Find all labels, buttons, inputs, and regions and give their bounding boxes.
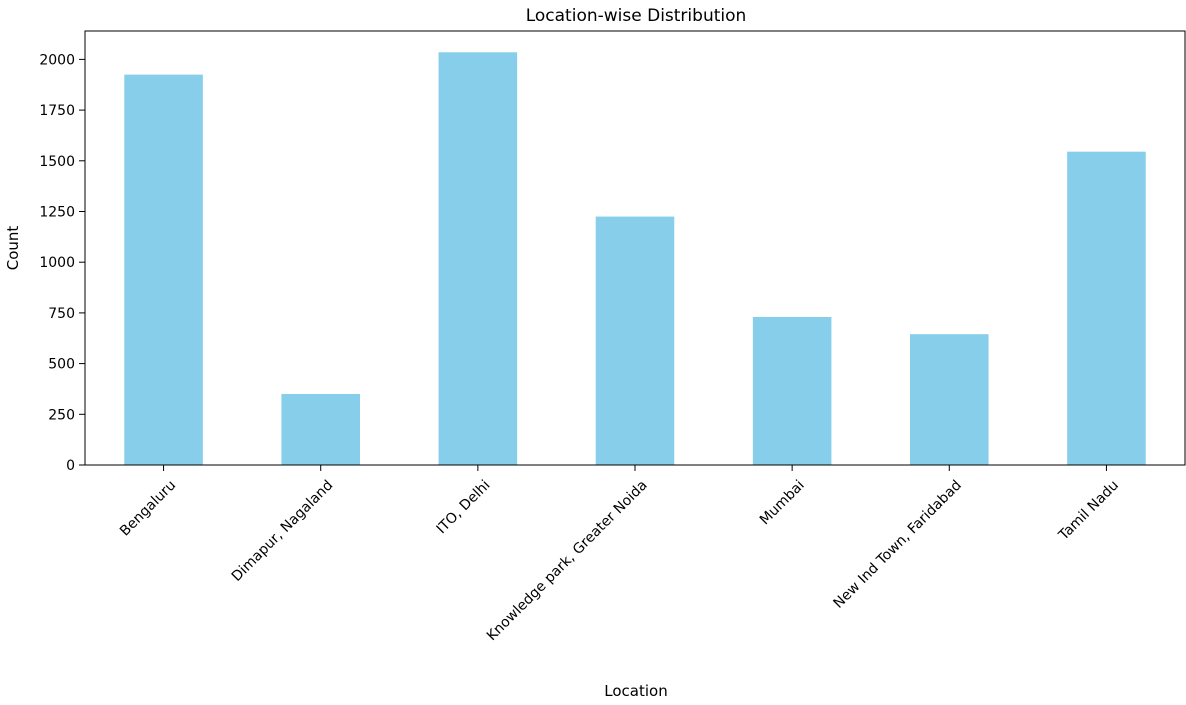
x-axis-label: Location bbox=[604, 682, 667, 700]
y-tick-label: 750 bbox=[48, 306, 75, 322]
chart-title: Location-wise Distribution bbox=[526, 6, 747, 26]
bars-group bbox=[124, 52, 1146, 466]
bar-bengaluru bbox=[124, 74, 203, 465]
y-tick-label: 0 bbox=[66, 458, 75, 474]
bar-ito-delhi bbox=[438, 52, 518, 465]
bar-new-ind-town-faridabad bbox=[910, 334, 989, 465]
y-tick-label: 1000 bbox=[39, 255, 75, 271]
y-tick-label: 1750 bbox=[39, 103, 75, 119]
bar-dimapur-nagaland bbox=[281, 394, 360, 465]
bar-mumbai bbox=[752, 316, 832, 465]
y-tick-label: 500 bbox=[48, 357, 75, 373]
y-tick-label: 1500 bbox=[39, 154, 75, 170]
bar-knowledge-park-greater-noida bbox=[595, 216, 675, 465]
y-tick-label: 250 bbox=[48, 407, 75, 423]
bar-tamil-nadu bbox=[1067, 151, 1146, 466]
y-axis: 0 250 500 750 1000 1250 1500 1750 2000 bbox=[39, 52, 85, 474]
y-axis-label: Count bbox=[4, 226, 22, 271]
y-tick-label: 1250 bbox=[39, 204, 75, 220]
plot-area-frame bbox=[84, 30, 1186, 466]
y-tick-label: 2000 bbox=[39, 52, 75, 68]
